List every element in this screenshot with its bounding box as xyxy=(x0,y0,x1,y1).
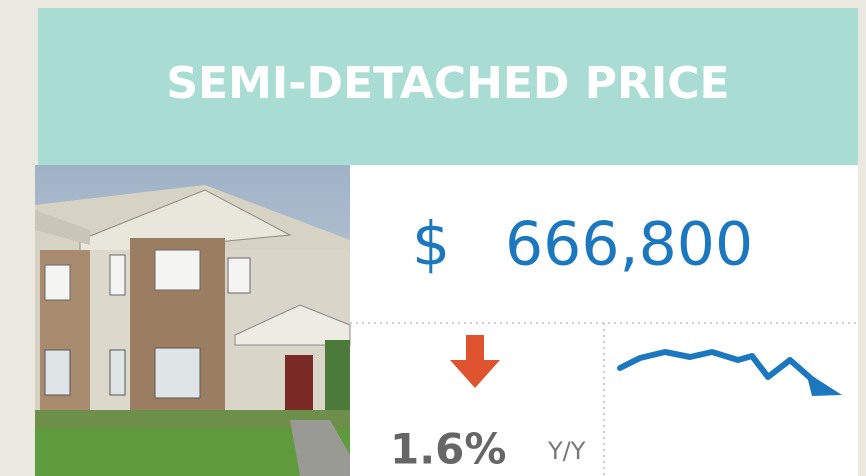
change-period: Y/Y xyxy=(547,437,586,465)
price-amount: 666,800 xyxy=(505,210,753,280)
header-title: SEMI-DETACHED PRICE xyxy=(166,58,729,109)
currency-symbol: $ xyxy=(412,210,450,280)
change-value: 1.6% xyxy=(390,425,506,474)
infographic-card: SEMI-DETACHED PRICE $ 666,800 1.6% Y/Y xyxy=(0,0,866,476)
page: SEMI-DETACHED PRICE $ 666,800 1.6% Y/Y (… xyxy=(0,0,866,476)
house-photo xyxy=(35,165,350,476)
